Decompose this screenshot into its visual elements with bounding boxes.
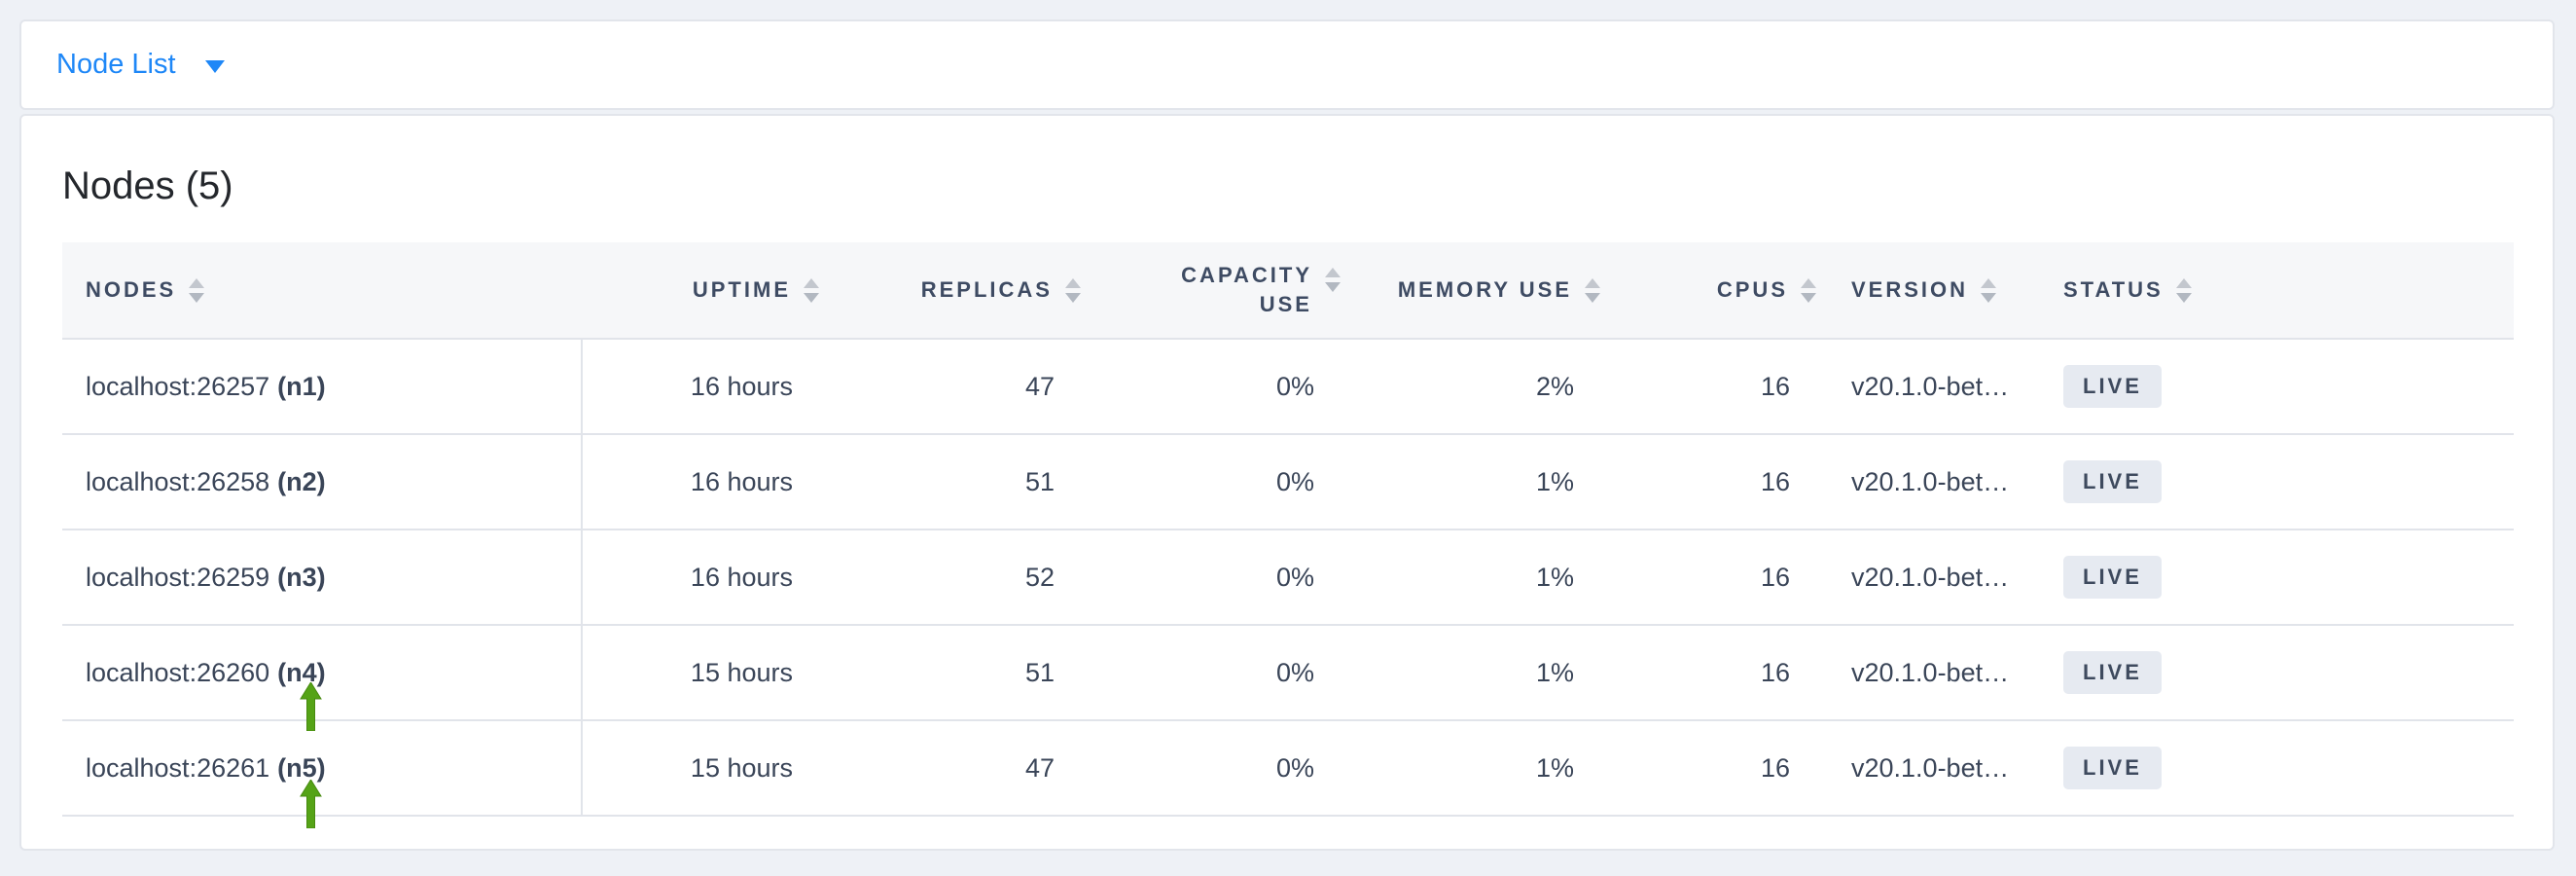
uptime-cell: 16 hours xyxy=(582,434,819,530)
replicas-cell: 47 xyxy=(819,339,1081,435)
uptime-cell: 16 hours xyxy=(582,529,819,626)
node-name-cell: localhost:26260 (n4) xyxy=(62,625,583,721)
capacity-use-cell: 0% xyxy=(1081,529,1341,626)
cpus-cell: 16 xyxy=(1600,529,1816,626)
cpus-cell: 16 xyxy=(1600,434,1816,530)
memory-use-cell: 1% xyxy=(1341,720,1600,817)
node-id: (n4) xyxy=(277,657,326,687)
column-header-replicas[interactable]: REPLICAS xyxy=(819,242,1081,340)
node-list-dropdown[interactable]: Node List xyxy=(56,49,225,81)
node-name-cell: localhost:26259 (n3) xyxy=(62,529,583,626)
version-cell: v20.1.0-bet… xyxy=(1816,339,2040,435)
nodes-table: NODES UPTIME REPLICAS xyxy=(62,242,2514,817)
memory-use-cell: 2% xyxy=(1341,339,1600,435)
node-name-cell: localhost:26257 (n1) xyxy=(62,339,583,435)
page-title: Nodes (5) xyxy=(62,164,233,207)
caret-down-icon xyxy=(204,60,225,73)
column-header-label: VERSION xyxy=(1851,277,1969,303)
status-cell: LIVE xyxy=(2040,434,2514,530)
sort-icon xyxy=(1065,277,1081,303)
cpus-cell: 16 xyxy=(1600,720,1816,817)
table-row: localhost:26257 (n1) 16 hours 47 0% 2% 16… xyxy=(62,339,2514,435)
status-badge: LIVE xyxy=(2063,459,2162,504)
nodes-card: Nodes (5) NODES UPTIME xyxy=(19,114,2555,851)
sort-icon xyxy=(1585,277,1600,303)
column-header-label: CAPACITY USE xyxy=(1181,263,1312,316)
node-list-dropdown-label: Node List xyxy=(56,49,176,80)
cpus-cell: 16 xyxy=(1600,339,1816,435)
column-header-label: MEMORY USE xyxy=(1397,277,1572,303)
status-badge: LIVE xyxy=(2063,650,2162,695)
node-address: localhost:26261 xyxy=(86,752,270,783)
node-name-cell: localhost:26258 (n2) xyxy=(62,434,583,530)
column-header-label: STATUS xyxy=(2063,277,2164,303)
green-arrow-up-icon xyxy=(300,682,322,731)
version-cell: v20.1.0-bet… xyxy=(1816,625,2040,721)
node-address: localhost:26257 xyxy=(86,371,270,401)
capacity-use-cell: 0% xyxy=(1081,434,1341,530)
green-arrow-up-icon xyxy=(300,780,322,828)
column-header-memory-use[interactable]: MEMORY USE xyxy=(1341,242,1600,340)
column-header-uptime[interactable]: UPTIME xyxy=(582,242,819,340)
node-id: (n5) xyxy=(277,752,326,783)
node-address: localhost:26259 xyxy=(86,562,270,592)
cpus-cell: 16 xyxy=(1600,625,1816,721)
column-header-capacity-use[interactable]: CAPACITY USE xyxy=(1081,242,1341,340)
status-badge: LIVE xyxy=(2063,746,2162,790)
sort-icon xyxy=(2175,277,2192,303)
node-address: localhost:26260 xyxy=(86,657,270,687)
column-header-nodes[interactable]: NODES xyxy=(62,242,582,340)
table-row: localhost:26258 (n2) 16 hours 51 0% 1% 16… xyxy=(62,434,2514,530)
status-cell: LIVE xyxy=(2040,720,2514,817)
sort-icon xyxy=(804,277,819,303)
memory-use-cell: 1% xyxy=(1341,529,1600,626)
column-header-version[interactable]: VERSION xyxy=(1816,242,2040,340)
table-row: localhost:26259 (n3) 16 hours 52 0% 1% 16… xyxy=(62,529,2514,626)
sort-icon xyxy=(1981,277,1997,303)
column-header-label: REPLICAS xyxy=(920,277,1053,303)
status-badge: LIVE xyxy=(2063,364,2162,409)
column-header-status[interactable]: STATUS xyxy=(2040,242,2514,340)
status-cell: LIVE xyxy=(2040,625,2514,721)
replicas-cell: 47 xyxy=(819,720,1081,817)
version-cell: v20.1.0-bet… xyxy=(1816,529,2040,626)
node-address: localhost:26258 xyxy=(86,466,270,496)
uptime-cell: 15 hours xyxy=(582,720,819,817)
node-id: (n1) xyxy=(277,371,326,401)
capacity-use-cell: 0% xyxy=(1081,339,1341,435)
replicas-cell: 51 xyxy=(819,434,1081,530)
memory-use-cell: 1% xyxy=(1341,434,1600,530)
status-cell: LIVE xyxy=(2040,529,2514,626)
table-row: localhost:26260 (n4) 15 hours 51 0% 1% 16… xyxy=(62,625,2514,721)
sort-icon xyxy=(1801,277,1816,303)
sort-icon xyxy=(189,277,205,303)
table-row: localhost:26261 (n5) 15 hours 47 0% 1% 16… xyxy=(62,720,2514,817)
status-badge: LIVE xyxy=(2063,555,2162,600)
table-header-row: NODES UPTIME REPLICAS xyxy=(62,242,2514,340)
sort-icon xyxy=(1325,268,1341,292)
capacity-use-cell: 0% xyxy=(1081,720,1341,817)
capacity-use-cell: 0% xyxy=(1081,625,1341,721)
node-id: (n2) xyxy=(277,466,326,496)
column-header-cpus[interactable]: CPUS xyxy=(1600,242,1816,340)
version-cell: v20.1.0-bet… xyxy=(1816,434,2040,530)
replicas-cell: 52 xyxy=(819,529,1081,626)
column-header-label: NODES xyxy=(86,277,177,303)
column-header-label: CPUS xyxy=(1716,277,1788,303)
status-cell: LIVE xyxy=(2040,339,2514,435)
column-header-label: UPTIME xyxy=(692,277,791,303)
memory-use-cell: 1% xyxy=(1341,625,1600,721)
version-cell: v20.1.0-bet… xyxy=(1816,720,2040,817)
replicas-cell: 51 xyxy=(819,625,1081,721)
uptime-cell: 16 hours xyxy=(582,339,819,435)
uptime-cell: 15 hours xyxy=(582,625,819,721)
topbar: Node List xyxy=(19,19,2555,110)
node-name-cell: localhost:26261 (n5) xyxy=(62,720,583,817)
node-id: (n3) xyxy=(277,562,326,592)
